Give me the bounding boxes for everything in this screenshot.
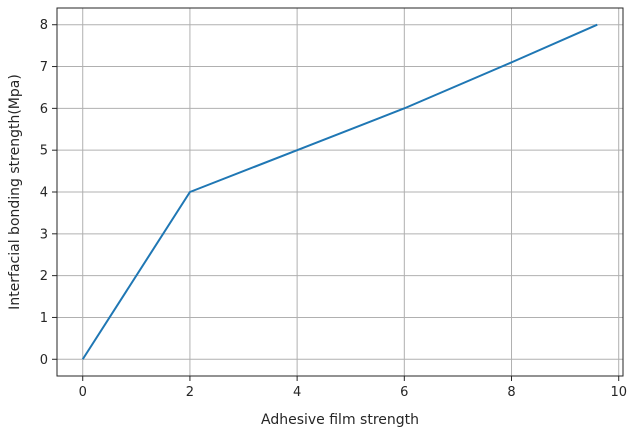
x-tick-label: 10 bbox=[610, 385, 627, 400]
x-axis-ticks: 0 2 4 6 8 10 bbox=[79, 376, 627, 400]
y-tick-label: 1 bbox=[40, 311, 48, 326]
series-line bbox=[81, 23, 598, 360]
y-axis-label: Interfacial bonding strength(Mpa) bbox=[7, 74, 23, 310]
x-tick-label: 0 bbox=[79, 385, 87, 400]
y-tick-label: 2 bbox=[40, 269, 48, 284]
x-tick-label: 8 bbox=[507, 385, 515, 400]
y-tick-label: 6 bbox=[40, 102, 48, 117]
x-tick-label: 4 bbox=[293, 385, 301, 400]
grid bbox=[57, 8, 623, 376]
y-tick-label: 8 bbox=[40, 18, 48, 33]
y-tick-label: 4 bbox=[40, 186, 48, 201]
x-axis-label: Adhesive film strength bbox=[261, 412, 419, 428]
y-tick-label: 3 bbox=[40, 227, 48, 242]
y-tick-label: 0 bbox=[40, 353, 48, 368]
y-tick-label: 7 bbox=[40, 60, 48, 75]
x-tick-label: 2 bbox=[186, 385, 194, 400]
series bbox=[81, 23, 598, 360]
y-axis-ticks: 0 1 2 3 4 5 6 7 8 bbox=[40, 18, 57, 368]
y-tick-label: 5 bbox=[40, 144, 48, 159]
x-tick-label: 6 bbox=[400, 385, 408, 400]
